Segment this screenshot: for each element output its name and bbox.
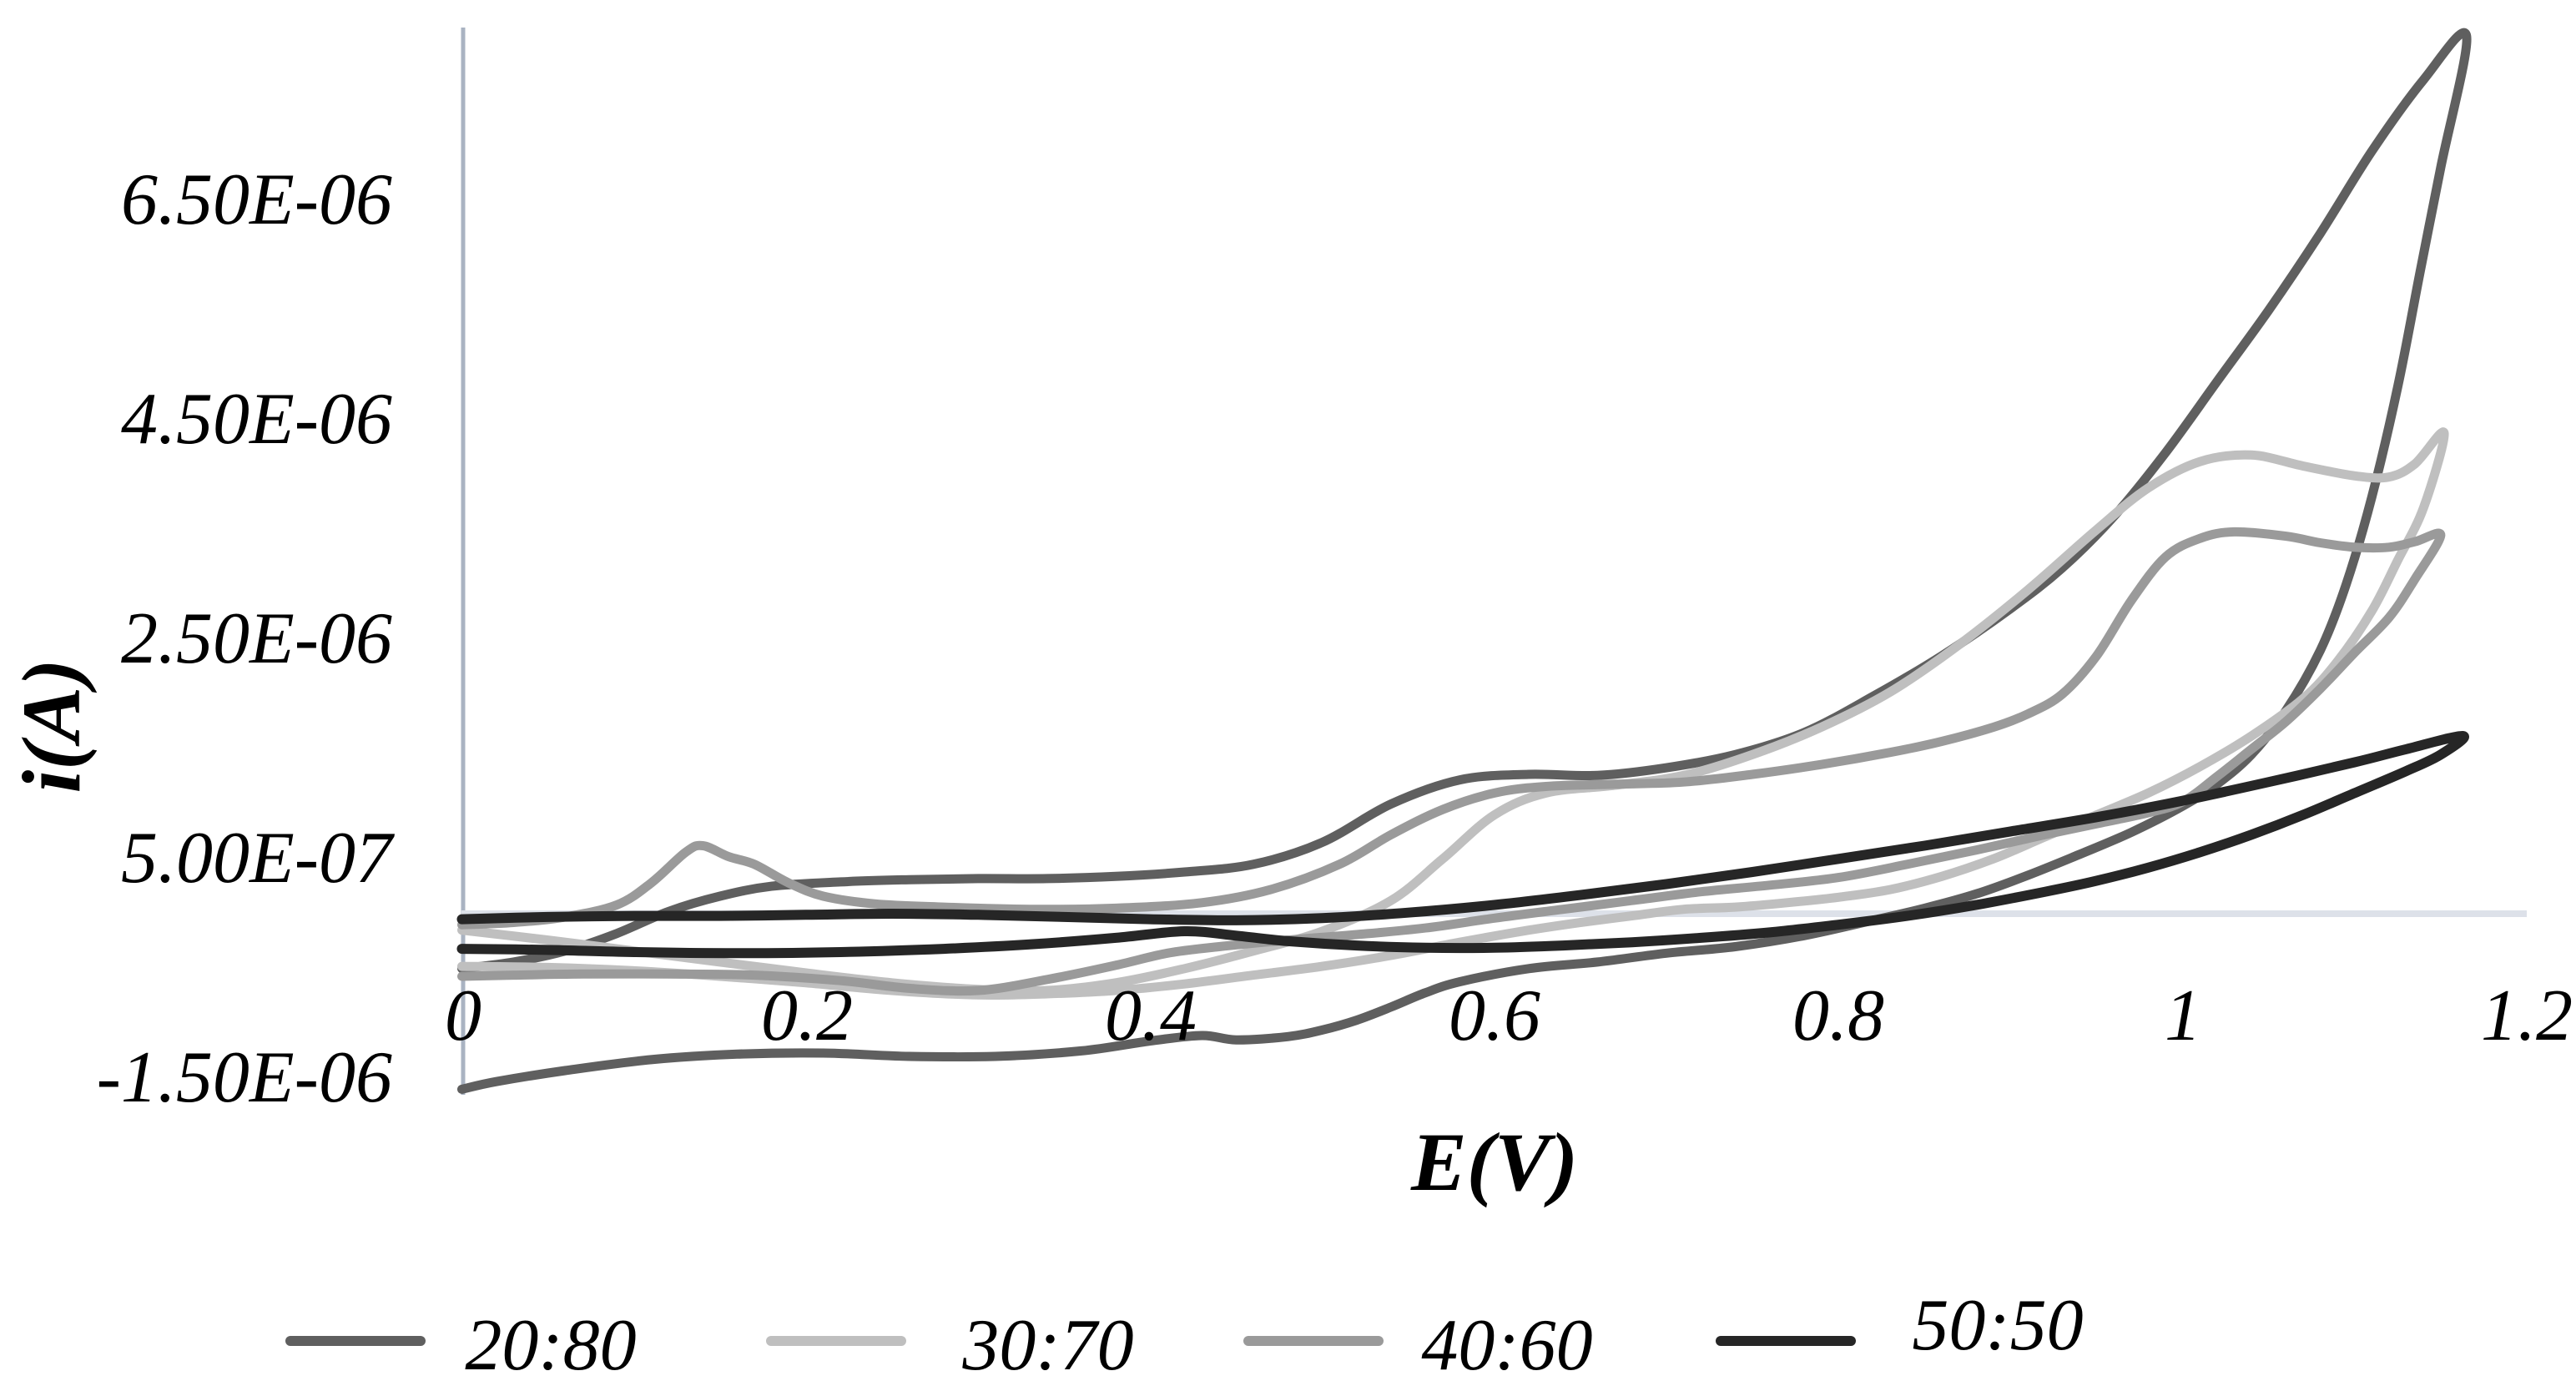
legend-swatch-40-60	[1243, 1336, 1384, 1346]
x-tick-1.2: 1.2	[2481, 975, 2573, 1056]
legend-label-20-80: 20:80	[465, 1305, 637, 1386]
x-axis-title: E(V)	[1411, 1116, 1578, 1208]
y-axis-title: i(A)	[5, 658, 98, 794]
x-tick-0.4: 0.4	[1105, 975, 1197, 1056]
curve-30-70	[457, 427, 2449, 1000]
y-tick-2.50E-06: 2.50E-06	[120, 598, 392, 679]
y-tick--1.50E-06: -1.50E-06	[96, 1037, 392, 1118]
x-tick-0.8: 0.8	[1792, 975, 1884, 1056]
curve-20-80	[457, 28, 2472, 1094]
x-tick-1: 1	[2165, 975, 2201, 1056]
legend-label-30-70: 30:70	[962, 1305, 1134, 1386]
y-tick-5.00E-07: 5.00E-07	[120, 818, 392, 899]
legend-label-50-50: 50:50	[1912, 1285, 2084, 1366]
x-tick-0.2: 0.2	[761, 975, 853, 1056]
x-tick-0: 0	[445, 975, 481, 1056]
legend-swatch-50-50	[1716, 1336, 1856, 1346]
legend-swatch-30-70	[766, 1336, 906, 1346]
curve-40-60	[457, 527, 2446, 996]
y-tick-4.50E-06: 4.50E-06	[120, 379, 392, 460]
legend-swatch-20-80	[285, 1336, 426, 1346]
curve-50-50	[456, 730, 2469, 959]
y-tick-6.50E-06: 6.50E-06	[120, 159, 392, 240]
legend-label-40-60: 40:60	[1421, 1305, 1593, 1386]
x-tick-0.6: 0.6	[1449, 975, 1540, 1056]
